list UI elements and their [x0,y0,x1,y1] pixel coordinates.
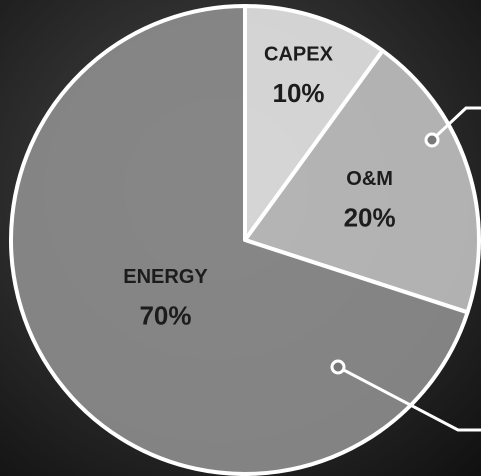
callouts [330,106,481,432]
slice-name: CAPEX [264,44,334,66]
slice-value-label: 20% [344,202,396,232]
slice-name: O&M [346,168,393,190]
pie [9,4,481,476]
labels: CAPEX 10% O&M 20% ENERGY 70% [123,44,395,331]
callout-line [430,106,481,142]
pie-slice [9,4,470,476]
slice-value-label: 10% [272,78,324,108]
slice-name: ENERGY [123,266,208,288]
slice-value-label: 70% [139,301,191,331]
callout-dot [424,132,440,148]
pie-slice [243,4,385,242]
callout-line [337,365,481,432]
callout-dot [330,359,346,375]
pie-slice [243,48,481,315]
